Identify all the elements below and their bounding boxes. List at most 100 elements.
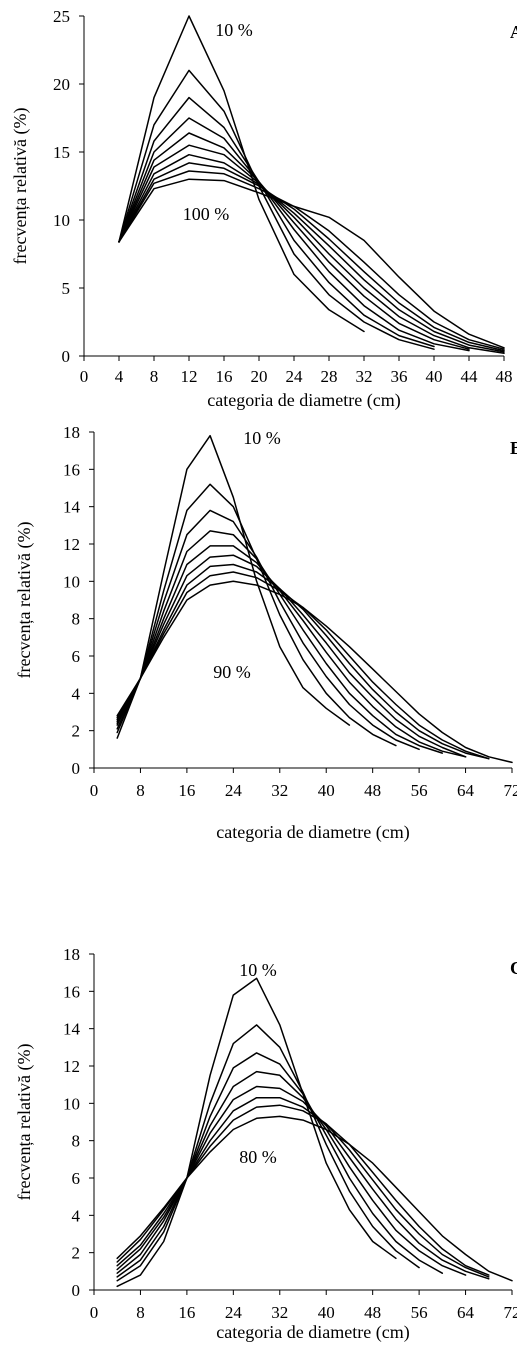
panel-a-series-3-line <box>118 96 435 348</box>
panel-a-x-tick-label: 48 <box>496 367 513 386</box>
panel-a-x-tick-label: 32 <box>356 367 373 386</box>
panel-b-series-8-line <box>116 571 490 760</box>
panel-b-y-tick-label: 0 <box>72 759 81 778</box>
panel-b-y-tick-label: 18 <box>63 423 80 442</box>
panel-b-y-tick-label: 16 <box>63 460 80 479</box>
panel-c-series-7-line <box>116 1104 490 1276</box>
panel-b-letter: B <box>510 438 517 458</box>
panel-b-series-9-line <box>116 580 513 764</box>
panel-c-series-6-line <box>116 1096 490 1278</box>
panel-a-x-tick-label: 0 <box>80 367 89 386</box>
panel-b-annotation-2: 90 % <box>213 662 251 682</box>
panel-c-y-tick-label: 10 <box>63 1094 80 1113</box>
panel-b-y-tick-label: 6 <box>72 647 81 666</box>
panel-c-series-8-line <box>116 1115 513 1282</box>
panel-c-letter: C <box>510 958 517 978</box>
panel-b-y-tick-label: 2 <box>72 722 81 741</box>
panel-b-series-5-line <box>116 545 467 758</box>
panel-c-x-tick-label: 32 <box>271 1303 288 1322</box>
panel-c-y-tick-label: 16 <box>63 982 80 1001</box>
panel-a-series-10-line <box>118 178 505 349</box>
panel-a-y-tick-label: 25 <box>53 7 70 26</box>
panel-c-x-axis-title: categoria de diametre (cm) <box>216 1322 409 1343</box>
panel-a-x-axis-title: categoria de diametre (cm) <box>207 390 400 411</box>
panel-b-series-3-line <box>116 509 420 751</box>
panel-a-series-9-line <box>118 170 505 350</box>
panel-c-y-tick-label: 14 <box>63 1020 81 1039</box>
panel-b-x-tick-label: 24 <box>225 781 243 800</box>
panel-c-x-tick-label: 24 <box>225 1303 243 1322</box>
panel-b-y-tick-label: 4 <box>72 684 81 703</box>
panel-a-x-tick-label: 24 <box>286 367 304 386</box>
panel-a-x-tick-label: 12 <box>181 367 198 386</box>
panel-c-x-tick-label: 16 <box>178 1303 195 1322</box>
panel-a-series-4-line <box>118 117 470 352</box>
panel-b-y-tick-label: 12 <box>63 535 80 554</box>
panel-b-series-1-line <box>116 434 351 739</box>
panel-a-y-tick-label: 0 <box>62 347 71 366</box>
panel-c-x-tick-label: 8 <box>136 1303 145 1322</box>
panel-a-series-2-line <box>118 69 435 350</box>
panel-b-series-6-line <box>116 554 467 758</box>
panel-c-y-tick-label: 8 <box>72 1132 81 1151</box>
panel-a-y-tick-label: 10 <box>53 211 70 230</box>
panel-a-y-axis-title: frecvența relativă (%) <box>10 108 31 265</box>
panel-c-series-2-line <box>116 1024 420 1282</box>
panel-c-y-tick-label: 12 <box>63 1057 80 1076</box>
panel-c-series-5-line <box>116 1085 490 1280</box>
panel-a-x-tick-label: 8 <box>150 367 159 386</box>
panel-c-y-tick-label: 18 <box>63 945 80 964</box>
panel-c-x-tick-label: 72 <box>504 1303 517 1322</box>
panel-c-y-tick-label: 0 <box>72 1281 81 1300</box>
panel-c-y-axis-title: frecvența relativă (%) <box>14 1044 35 1201</box>
panel-a-letter: A <box>510 22 517 42</box>
panel-a-x-tick-label: 36 <box>391 367 408 386</box>
panel-b-y-tick-label: 8 <box>72 610 81 629</box>
panel-a-x-tick-label: 44 <box>461 367 479 386</box>
panel-c-y-tick-label: 6 <box>72 1169 81 1188</box>
panel-c-x-tick-label: 64 <box>457 1303 475 1322</box>
panel-a-annotation-1: 10 % <box>215 20 253 40</box>
panel-a-series-1-line <box>118 15 365 333</box>
panel-c-x-tick-label: 0 <box>90 1303 99 1322</box>
panel-b-x-tick-label: 64 <box>457 781 475 800</box>
panel-b-x-tick-label: 16 <box>178 781 195 800</box>
panel-a-x-tick-label: 40 <box>426 367 443 386</box>
panel-a-x-tick-label: 28 <box>321 367 338 386</box>
panel-b-x-tick-label: 8 <box>136 781 145 800</box>
panel-a-y-tick-label: 15 <box>53 143 70 162</box>
panel-b-annotation-1: 10 % <box>243 428 281 448</box>
panel-a-series-5-line <box>118 132 470 350</box>
panel-b-x-tick-label: 32 <box>271 781 288 800</box>
panel-a-annotation-2: 100 % <box>183 204 230 224</box>
panel-c-series-1-line <box>116 977 397 1288</box>
panel-b-x-tick-label: 40 <box>318 781 335 800</box>
panel-c-series-3-line <box>116 1052 444 1278</box>
panel-a-y-tick-label: 20 <box>53 75 70 94</box>
panel-b-x-tick-label: 0 <box>90 781 99 800</box>
panel-c-annotation-1: 10 % <box>239 960 277 980</box>
panel-c-x-tick-label: 48 <box>364 1303 381 1322</box>
panel-a-y-tick-label: 5 <box>62 279 71 298</box>
panel-a-x-tick-label: 16 <box>216 367 233 386</box>
panel-b-y-tick-label: 10 <box>63 572 80 591</box>
panel-c-x-tick-label: 56 <box>411 1303 428 1322</box>
panel-b-x-tick-label: 48 <box>364 781 381 800</box>
panel-b-x-tick-label: 56 <box>411 781 428 800</box>
panel-b-x-tick-label: 72 <box>504 781 517 800</box>
panel-b-y-axis-title: frecvența relativă (%) <box>14 522 35 679</box>
panel-b-x-axis-title: categoria de diametre (cm) <box>216 822 409 843</box>
panel-a-series-8-line <box>118 162 505 352</box>
panel-c-x-tick-label: 40 <box>318 1303 335 1322</box>
panel-b-y-tick-label: 14 <box>63 498 81 517</box>
panel-a-x-tick-label: 20 <box>251 367 268 386</box>
panel-a-series-7-line <box>118 153 505 353</box>
panel-c-y-tick-label: 2 <box>72 1244 81 1263</box>
panel-b-series-7-line <box>116 563 490 760</box>
panel-c-annotation-2: 80 % <box>239 1147 277 1167</box>
panel-a-series-6-line <box>118 144 505 355</box>
panel-a-x-tick-label: 4 <box>115 367 124 386</box>
panel-c-y-tick-label: 4 <box>72 1206 81 1225</box>
panel-c-series-4-line <box>116 1070 467 1276</box>
